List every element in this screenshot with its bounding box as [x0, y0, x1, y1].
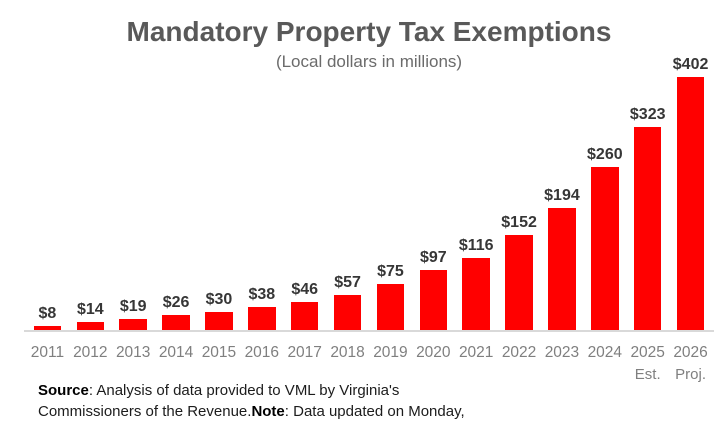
- x-tick-label: 2025: [630, 344, 665, 361]
- bar: [505, 235, 533, 331]
- value-label: $14: [76, 301, 104, 318]
- x-tick-label: 2013: [115, 344, 151, 361]
- footnote-line: Commissioners of the Revenue.Note: Data …: [38, 401, 465, 422]
- bar: [33, 326, 62, 331]
- bar-column-2023: $194: [541, 46, 584, 331]
- bar-column-2015: $30: [198, 46, 241, 331]
- bar: [462, 258, 490, 331]
- bar: [333, 295, 362, 331]
- bar: [633, 127, 662, 331]
- bar-column-2012: $14: [69, 46, 112, 331]
- x-axis-subtick-row: Est. Proj.: [26, 366, 712, 383]
- x-tick-label: 2022: [501, 344, 537, 361]
- value-label: $152: [501, 214, 537, 231]
- x-tick-sublabel: Proj.: [675, 366, 706, 383]
- value-label: $402: [672, 56, 709, 73]
- value-label: $26: [162, 294, 190, 311]
- value-label: $38: [248, 286, 276, 303]
- x-axis-line: [24, 330, 714, 332]
- x-tick-label: 2019: [373, 344, 408, 361]
- value-label: $46: [291, 281, 319, 298]
- bar-column-2024: $260: [583, 46, 626, 331]
- x-tick-label: 2018: [330, 344, 365, 361]
- value-label: $30: [205, 291, 233, 308]
- value-label: $323: [629, 106, 666, 123]
- bar-column-2026: $402: [669, 46, 712, 331]
- bar-column-2016: $38: [240, 46, 283, 331]
- x-axis-tick-row: 2011 2012 2013 2014 2015 2016 2017 2018 2019 2020…: [26, 344, 712, 362]
- footnote-text: : Analysis of data provided to VML by Vi…: [88, 382, 400, 399]
- bar: [591, 167, 619, 331]
- value-label: $57: [334, 274, 361, 291]
- x-tick-label: 2026: [673, 344, 708, 361]
- bar: [248, 307, 276, 331]
- bar: [548, 208, 576, 331]
- bar: [290, 302, 319, 331]
- x-tick-label: 2024: [587, 344, 623, 361]
- value-label: $194: [544, 187, 580, 204]
- x-tick-sublabel: [541, 366, 584, 383]
- bar: [205, 312, 233, 331]
- bar: [119, 319, 147, 331]
- bar: [419, 270, 448, 331]
- bar: [162, 315, 190, 331]
- value-label: $75: [377, 263, 404, 280]
- plot-area: $8 $14 $19 $26 $30 $38 $46 $57 $75 $97 $116 $152 $19…: [26, 46, 712, 331]
- x-tick-sublabel: Est.: [634, 366, 661, 383]
- footnote: Source: Analysis of data provided to VML…: [38, 380, 465, 422]
- x-tick-sublabel: [498, 366, 541, 383]
- x-tick-label: 2017: [287, 344, 322, 361]
- x-tick-label: 2021: [458, 344, 494, 361]
- bar-column-2018: $57: [326, 46, 369, 331]
- bar-column-2022: $152: [498, 46, 541, 331]
- x-tick-sublabel: [583, 366, 626, 383]
- bar: [76, 322, 105, 331]
- footnote-label: Note: [251, 403, 285, 420]
- value-label: $116: [458, 237, 494, 254]
- value-label: $8: [38, 305, 57, 322]
- value-label: $97: [419, 249, 447, 266]
- x-tick-label: 2015: [201, 344, 237, 361]
- x-tick-label: 2023: [544, 344, 580, 361]
- footnote-line: Source: Analysis of data provided to VML…: [38, 380, 465, 401]
- footnote-label: Source: [38, 382, 89, 399]
- footnote-text: : Data updated on Monday,: [284, 403, 465, 420]
- x-tick-label: 2020: [416, 344, 451, 361]
- bar-column-2025: $323: [626, 46, 669, 331]
- bar-column-2014: $26: [155, 46, 198, 331]
- x-tick-label: 2016: [244, 344, 280, 361]
- bar-column-2013: $19: [112, 46, 155, 331]
- x-tick-label: 2011: [30, 344, 65, 361]
- bar-column-2021: $116: [455, 46, 498, 331]
- bar: [376, 284, 405, 331]
- chart-title: Mandatory Property Tax Exemptions: [126, 16, 612, 47]
- value-label: $19: [119, 298, 147, 315]
- footnote-text: Commissioners of the Revenue.: [38, 403, 252, 420]
- bar-column-2017: $46: [283, 46, 326, 331]
- x-tick-label: 2012: [73, 344, 108, 361]
- bar-column-2019: $75: [369, 46, 412, 331]
- bar: [676, 77, 705, 331]
- chart-subtitle: (Local dollars in millions): [275, 52, 463, 71]
- value-label: $260: [587, 146, 623, 163]
- bar-column-2011: $8: [26, 46, 69, 331]
- bar-column-2020: $97: [412, 46, 455, 331]
- x-tick-label: 2014: [158, 344, 194, 361]
